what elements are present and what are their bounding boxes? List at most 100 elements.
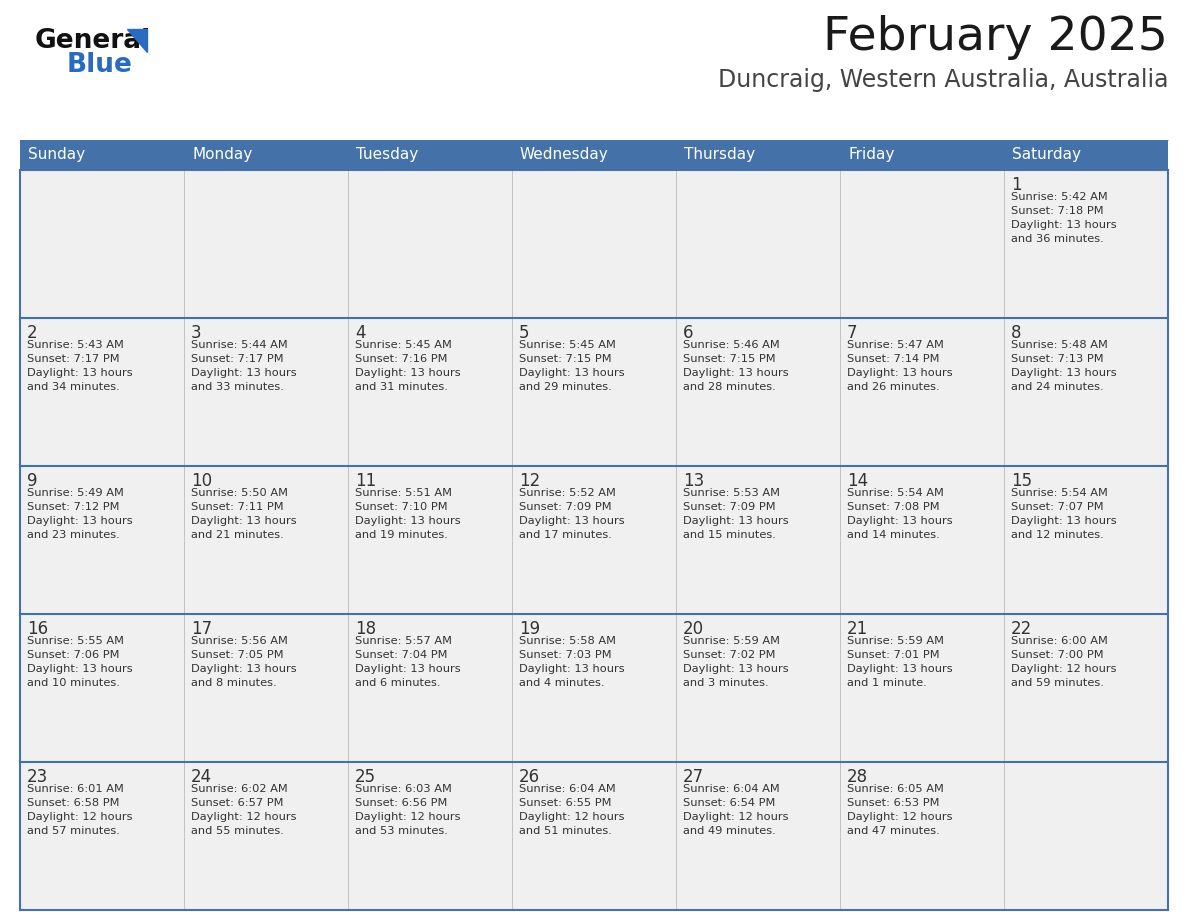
Bar <box>20 318 184 466</box>
Text: Sunset: 6:54 PM: Sunset: 6:54 PM <box>683 798 776 808</box>
Text: 14: 14 <box>847 472 868 490</box>
Text: 5: 5 <box>519 324 530 342</box>
Text: Sunrise: 5:45 AM: Sunrise: 5:45 AM <box>519 340 615 350</box>
Text: Sunset: 7:17 PM: Sunset: 7:17 PM <box>27 354 120 364</box>
Text: 4: 4 <box>355 324 366 342</box>
Bar <box>20 762 184 910</box>
Text: Sunset: 7:03 PM: Sunset: 7:03 PM <box>519 650 612 660</box>
Text: and 19 minutes.: and 19 minutes. <box>355 530 448 540</box>
Text: Sunset: 6:53 PM: Sunset: 6:53 PM <box>847 798 940 808</box>
Text: Sunrise: 5:42 AM: Sunrise: 5:42 AM <box>1011 192 1107 202</box>
Text: Sunrise: 5:54 AM: Sunrise: 5:54 AM <box>847 488 944 498</box>
Text: Sunset: 7:06 PM: Sunset: 7:06 PM <box>27 650 120 660</box>
Text: 13: 13 <box>683 472 704 490</box>
Text: and 34 minutes.: and 34 minutes. <box>27 382 120 392</box>
Text: Daylight: 12 hours: Daylight: 12 hours <box>355 812 461 822</box>
Text: Sunset: 7:15 PM: Sunset: 7:15 PM <box>519 354 612 364</box>
Text: and 28 minutes.: and 28 minutes. <box>683 382 776 392</box>
Text: Saturday: Saturday <box>1012 148 1081 162</box>
Text: Daylight: 12 hours: Daylight: 12 hours <box>1011 664 1117 674</box>
Text: 25: 25 <box>355 768 377 786</box>
Bar <box>20 614 184 762</box>
Text: Sunset: 7:07 PM: Sunset: 7:07 PM <box>1011 502 1104 512</box>
Text: Sunrise: 5:44 AM: Sunrise: 5:44 AM <box>191 340 287 350</box>
Bar <box>348 614 512 762</box>
Text: Daylight: 13 hours: Daylight: 13 hours <box>1011 516 1117 526</box>
Text: Tuesday: Tuesday <box>356 148 418 162</box>
Text: and 31 minutes.: and 31 minutes. <box>355 382 448 392</box>
Text: Sunset: 7:13 PM: Sunset: 7:13 PM <box>1011 354 1104 364</box>
Text: Daylight: 13 hours: Daylight: 13 hours <box>847 664 953 674</box>
Bar <box>512 318 676 466</box>
Bar <box>1004 466 1168 614</box>
Text: Sunset: 7:11 PM: Sunset: 7:11 PM <box>191 502 284 512</box>
Bar <box>348 318 512 466</box>
Text: and 55 minutes.: and 55 minutes. <box>191 826 284 836</box>
Text: Sunrise: 6:04 AM: Sunrise: 6:04 AM <box>519 784 615 794</box>
Text: 10: 10 <box>191 472 213 490</box>
Text: Daylight: 13 hours: Daylight: 13 hours <box>191 664 297 674</box>
Text: Sunset: 7:10 PM: Sunset: 7:10 PM <box>355 502 448 512</box>
Bar <box>184 170 348 318</box>
Bar <box>1004 318 1168 466</box>
Text: and 47 minutes.: and 47 minutes. <box>847 826 940 836</box>
Bar <box>676 614 840 762</box>
Text: Sunrise: 5:50 AM: Sunrise: 5:50 AM <box>191 488 287 498</box>
Text: 19: 19 <box>519 620 541 638</box>
Text: 15: 15 <box>1011 472 1032 490</box>
Text: Sunrise: 6:03 AM: Sunrise: 6:03 AM <box>355 784 451 794</box>
Text: and 12 minutes.: and 12 minutes. <box>1011 530 1104 540</box>
Text: and 49 minutes.: and 49 minutes. <box>683 826 776 836</box>
Text: Sunrise: 5:48 AM: Sunrise: 5:48 AM <box>1011 340 1108 350</box>
Text: 22: 22 <box>1011 620 1032 638</box>
Text: Daylight: 13 hours: Daylight: 13 hours <box>519 368 625 378</box>
Bar <box>512 762 676 910</box>
Text: Sunset: 7:15 PM: Sunset: 7:15 PM <box>683 354 776 364</box>
Text: 1: 1 <box>1011 176 1022 194</box>
Text: Sunset: 7:00 PM: Sunset: 7:00 PM <box>1011 650 1104 660</box>
Text: Daylight: 12 hours: Daylight: 12 hours <box>519 812 625 822</box>
Text: Sunrise: 6:04 AM: Sunrise: 6:04 AM <box>683 784 779 794</box>
Text: 11: 11 <box>355 472 377 490</box>
Bar <box>512 466 676 614</box>
Text: Daylight: 13 hours: Daylight: 13 hours <box>27 368 133 378</box>
Bar <box>20 140 1168 170</box>
Text: Sunrise: 5:59 AM: Sunrise: 5:59 AM <box>847 636 944 646</box>
Bar <box>184 614 348 762</box>
Text: Sunrise: 5:56 AM: Sunrise: 5:56 AM <box>191 636 287 646</box>
Text: 27: 27 <box>683 768 704 786</box>
Text: General: General <box>34 28 151 54</box>
Text: Monday: Monday <box>192 148 252 162</box>
Text: Sunset: 7:17 PM: Sunset: 7:17 PM <box>191 354 284 364</box>
Text: Sunrise: 5:43 AM: Sunrise: 5:43 AM <box>27 340 124 350</box>
Text: Daylight: 13 hours: Daylight: 13 hours <box>683 516 789 526</box>
Text: Sunrise: 5:57 AM: Sunrise: 5:57 AM <box>355 636 451 646</box>
Text: Sunset: 7:09 PM: Sunset: 7:09 PM <box>683 502 776 512</box>
Bar <box>1004 614 1168 762</box>
Text: Sunset: 7:12 PM: Sunset: 7:12 PM <box>27 502 120 512</box>
Text: and 6 minutes.: and 6 minutes. <box>355 678 441 688</box>
Text: and 26 minutes.: and 26 minutes. <box>847 382 940 392</box>
Text: Blue: Blue <box>67 52 133 78</box>
Bar <box>676 318 840 466</box>
Bar <box>20 170 184 318</box>
Text: Sunrise: 5:49 AM: Sunrise: 5:49 AM <box>27 488 124 498</box>
Text: Sunset: 7:14 PM: Sunset: 7:14 PM <box>847 354 940 364</box>
Bar <box>348 466 512 614</box>
Text: and 33 minutes.: and 33 minutes. <box>191 382 284 392</box>
Bar <box>676 466 840 614</box>
Text: and 10 minutes.: and 10 minutes. <box>27 678 120 688</box>
Text: Sunset: 7:08 PM: Sunset: 7:08 PM <box>847 502 940 512</box>
Text: 12: 12 <box>519 472 541 490</box>
Text: Daylight: 13 hours: Daylight: 13 hours <box>1011 220 1117 230</box>
Bar <box>184 466 348 614</box>
Text: 26: 26 <box>519 768 541 786</box>
Bar <box>676 170 840 318</box>
Text: Sunset: 7:01 PM: Sunset: 7:01 PM <box>847 650 940 660</box>
Text: Sunset: 6:56 PM: Sunset: 6:56 PM <box>355 798 448 808</box>
Text: Sunset: 7:04 PM: Sunset: 7:04 PM <box>355 650 448 660</box>
Text: Daylight: 13 hours: Daylight: 13 hours <box>191 516 297 526</box>
Text: Sunset: 7:02 PM: Sunset: 7:02 PM <box>683 650 776 660</box>
Text: and 59 minutes.: and 59 minutes. <box>1011 678 1104 688</box>
Text: Daylight: 13 hours: Daylight: 13 hours <box>1011 368 1117 378</box>
